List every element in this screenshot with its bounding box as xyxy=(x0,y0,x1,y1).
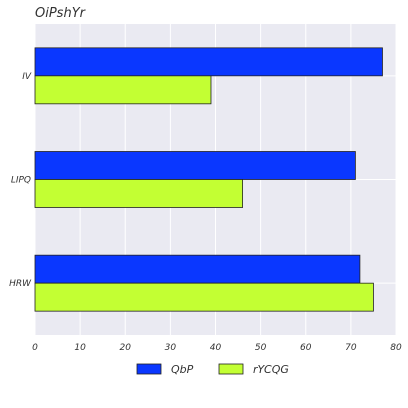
x-tick-label: 50 xyxy=(255,343,267,353)
legend: QbP rYCQG xyxy=(137,363,289,376)
bar-QbP-IV xyxy=(35,48,382,76)
bar-rYCQG-IV xyxy=(35,76,211,104)
y-category-label: LIPQ xyxy=(11,176,31,186)
legend-label: rYCQG xyxy=(253,363,289,376)
bar-QbP-LIPQ xyxy=(35,152,355,180)
bar-rYCQG-HRW xyxy=(35,283,373,311)
bar-rYCQG-LIPQ xyxy=(35,180,243,208)
y-category-label: HRW xyxy=(9,279,32,289)
x-tick-label: 60 xyxy=(300,343,312,353)
legend-swatch-QbP xyxy=(137,364,161,374)
x-tick-label: 10 xyxy=(74,343,86,353)
legend-swatch-rYCQG xyxy=(219,364,243,374)
x-tick-label: 80 xyxy=(390,343,402,353)
x-tick-label: 0 xyxy=(32,343,38,353)
bar-QbP-HRW xyxy=(35,255,360,283)
chart-title: OiPshYr xyxy=(35,6,87,21)
x-tick-label: 40 xyxy=(210,343,222,353)
x-axis-ticks: 0 10 20 30 40 50 60 70 80 xyxy=(32,343,402,353)
x-tick-label: 20 xyxy=(120,343,132,353)
y-category-label: IV xyxy=(22,72,32,82)
x-tick-label: 30 xyxy=(165,343,177,353)
x-tick-label: 70 xyxy=(345,343,357,353)
legend-label: QbP xyxy=(171,363,194,376)
y-axis-categories: IV LIPQ HRW xyxy=(9,72,32,289)
